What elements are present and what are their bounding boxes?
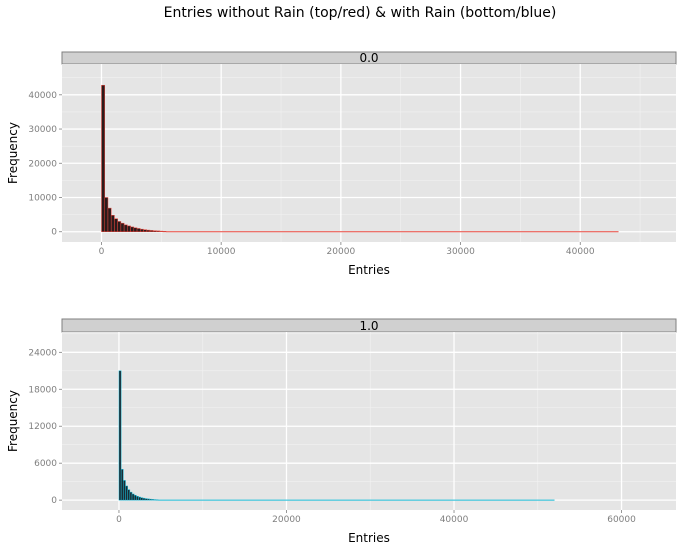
histogram-bar [153,499,157,501]
histogram-bar [101,84,105,232]
histogram-bar [140,497,144,501]
histogram-bar [138,496,141,501]
histogram-bar [117,221,122,232]
histogram-bar [162,231,167,233]
histogram-bar [155,499,159,501]
y-tick-label: 40000 [28,91,57,101]
y-tick-label: 20000 [28,159,57,169]
x-tick-label: 20000 [327,247,356,257]
histogram-bar [127,489,131,501]
histogram-bar [129,491,133,501]
x-tick-label: 10000 [207,247,236,257]
y-tick-label: 30000 [28,125,57,135]
facet-strip-label: 0.0 [359,51,378,65]
histogram-bar [114,218,118,232]
x-tick-label: 40000 [440,515,469,525]
histogram-bar [120,469,124,501]
histogram-bar [151,499,155,501]
y-axis-title: Frequency [6,390,20,452]
panel-background [62,64,676,242]
facet-panel-1: 1.0 0 20000 40000 60000 0 6000 12000 18000 24000 E… [6,318,677,545]
y-tick-label: 0 [51,496,57,506]
x-tick-label: 0 [116,515,122,525]
histogram-bar [136,228,141,232]
histogram-bar [125,485,128,501]
histogram-bar [144,498,148,501]
histogram-bar [149,230,154,232]
y-tick-label: 10000 [28,194,57,204]
histogram-bar [142,497,146,501]
y-axis-title: Frequency [6,122,20,184]
x-tick-label: 0 [99,247,105,257]
x-tick-label: 20000 [272,515,301,525]
page-title: Entries without Rain (top/red) & with Ra… [163,5,557,21]
histogram-bar [120,222,125,232]
panel-background [62,332,676,510]
histogram-bar [149,498,152,501]
histogram-bar [140,228,144,232]
histogram-bar [127,225,131,232]
histogram-bar [146,229,151,232]
histogram-bar [110,215,115,232]
histogram-bar [147,498,150,501]
histogram-bar [143,229,147,232]
histogram-bar [152,230,157,232]
facet-panel-0: 0.0 0 10000 20000 30000 40000 0 10000 20000 30000… [6,51,677,277]
histogram-bar [159,230,164,232]
histogram-bar [136,496,139,501]
histogram-bar [156,230,160,232]
histogram-bar [130,226,135,232]
y-tick-label: 24000 [28,348,57,358]
x-tick-label: 40000 [566,247,595,257]
x-tick-label: 60000 [607,515,636,525]
histogram-bar [133,494,137,501]
y-tick-label: 18000 [28,385,57,395]
histogram-bar [123,224,128,232]
facet-strip-label: 1.0 [359,319,378,333]
histogram-bar [133,227,138,232]
histogram-bar [118,370,122,501]
y-tick-label: 6000 [34,459,57,469]
x-axis-title: Entries [348,263,390,277]
histogram-bar [123,480,126,501]
y-tick-label: 12000 [28,422,57,432]
x-tick-label: 30000 [446,247,475,257]
histogram-bar [107,207,112,232]
y-tick-label: 0 [51,228,57,238]
histogram-bar [104,197,109,232]
x-axis-title: Entries [348,531,390,545]
histogram-bar [131,493,135,501]
